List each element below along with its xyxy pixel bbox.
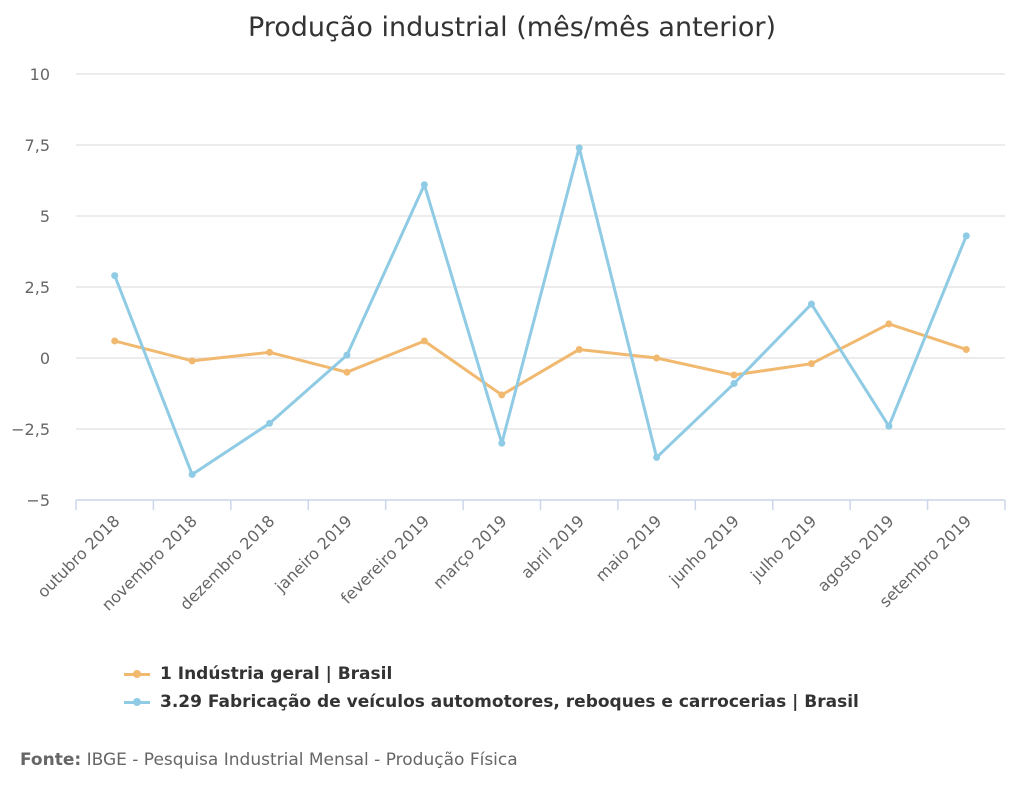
legend-label: 3.29 Fabricação de veículos automotores,… bbox=[160, 692, 859, 712]
x-tick-label: janeiro 2019 bbox=[271, 511, 356, 596]
data-point bbox=[111, 272, 119, 280]
x-tick-label: março 2019 bbox=[429, 511, 510, 592]
y-tick-label: 0 bbox=[40, 349, 50, 368]
data-point bbox=[730, 380, 738, 388]
series-line-1 bbox=[113, 146, 968, 476]
source-label: Fonte: bbox=[20, 750, 82, 770]
source-text: IBGE - Pesquisa Industrial Mensal - Prod… bbox=[86, 750, 518, 770]
x-tick-label: abril 2019 bbox=[517, 511, 588, 582]
legend-swatch bbox=[124, 698, 150, 706]
data-point bbox=[653, 453, 661, 461]
y-tick-label: −2,5 bbox=[11, 420, 50, 439]
legend-swatch bbox=[124, 670, 150, 678]
x-tick-label: junho 2019 bbox=[665, 511, 743, 589]
legend-item-industria-geral[interactable]: 1 Indústria geral | Brasil bbox=[124, 664, 392, 684]
data-point bbox=[420, 181, 428, 189]
x-tick-label: julho 2019 bbox=[746, 511, 820, 585]
data-point bbox=[420, 337, 428, 345]
legend-label: 1 Indústria geral | Brasil bbox=[160, 664, 393, 684]
y-tick-label: −5 bbox=[26, 491, 50, 510]
y-tick-label: 2,5 bbox=[25, 278, 50, 297]
data-point bbox=[962, 232, 970, 240]
data-point bbox=[730, 371, 738, 379]
data-point bbox=[188, 357, 196, 365]
y-tick-label: 5 bbox=[40, 207, 50, 226]
data-point bbox=[188, 470, 196, 478]
data-point bbox=[343, 368, 351, 376]
source-note: Fonte: IBGE - Pesquisa Industrial Mensal… bbox=[20, 750, 518, 770]
data-point bbox=[266, 348, 274, 356]
x-tick-label: agosto 2019 bbox=[814, 511, 898, 595]
data-point bbox=[498, 439, 506, 447]
data-point bbox=[575, 144, 583, 152]
data-point bbox=[885, 422, 893, 430]
data-point bbox=[498, 391, 506, 399]
series-line-0 bbox=[114, 322, 967, 397]
legend-item-veiculos[interactable]: 3.29 Fabricação de veículos automotores,… bbox=[124, 692, 859, 712]
data-point bbox=[111, 337, 119, 345]
data-point bbox=[266, 419, 274, 427]
data-point bbox=[653, 354, 661, 362]
chart-title: Produção industrial (mês/mês anterior) bbox=[247, 12, 777, 43]
data-point bbox=[343, 351, 351, 359]
data-point bbox=[807, 300, 815, 308]
data-point bbox=[962, 345, 970, 353]
data-point bbox=[575, 345, 583, 353]
y-tick-label: 7,5 bbox=[25, 136, 50, 155]
x-tick-label: maio 2019 bbox=[592, 511, 666, 585]
data-point bbox=[807, 360, 815, 368]
y-tick-label: 10 bbox=[30, 65, 50, 84]
data-point bbox=[885, 320, 893, 328]
